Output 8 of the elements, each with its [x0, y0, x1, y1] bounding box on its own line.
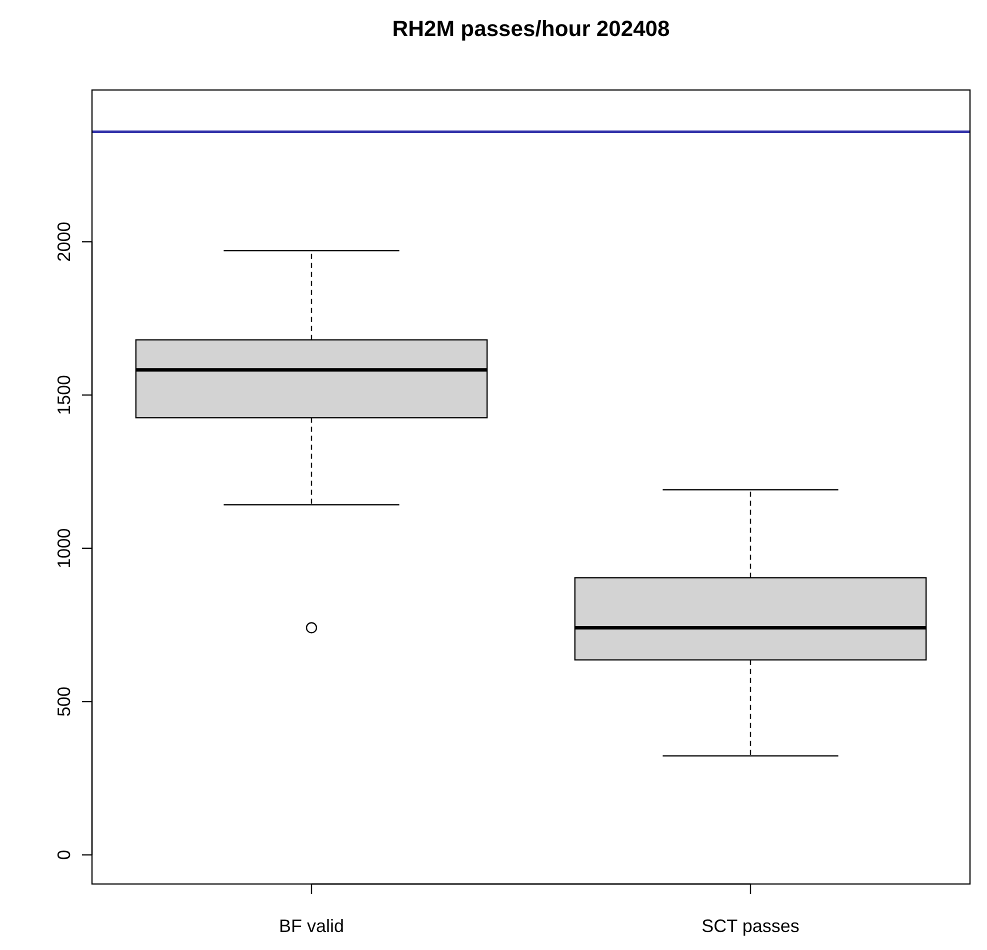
y-tick-label: 1000: [54, 528, 74, 568]
y-tick-label: 1500: [54, 375, 74, 416]
y-tick-label: 500: [54, 686, 74, 717]
x-tick-label: SCT passes: [702, 916, 800, 936]
y-tick-label: 0: [54, 850, 74, 860]
chart-title: RH2M passes/hour 202408: [392, 16, 670, 41]
x-tick-label: BF valid: [278, 916, 344, 936]
y-tick-label: 2000: [54, 222, 74, 262]
